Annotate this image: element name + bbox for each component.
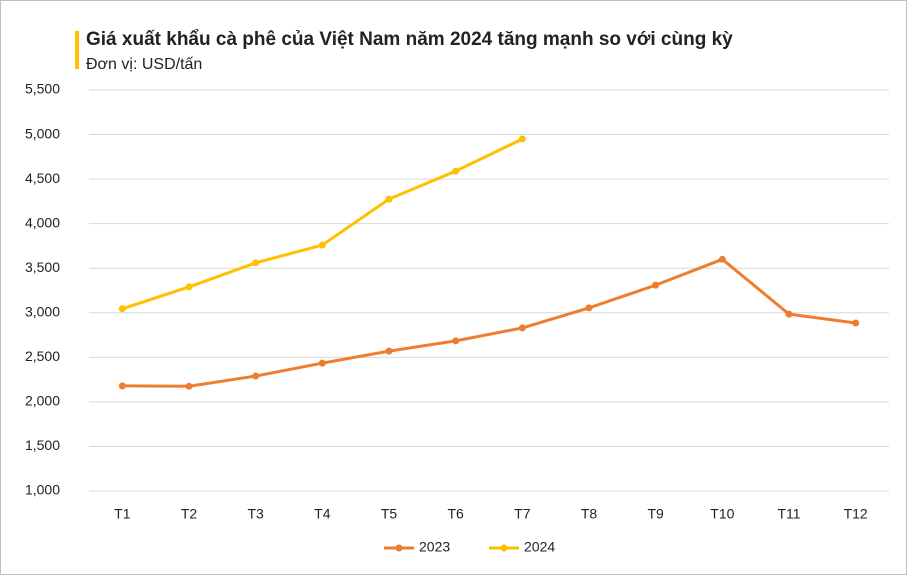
y-tick-label: 1,500 bbox=[25, 437, 60, 453]
x-tick-label: T8 bbox=[581, 506, 598, 522]
x-tick-label: T4 bbox=[314, 506, 331, 522]
data-point bbox=[318, 241, 326, 249]
x-tick-label: T3 bbox=[247, 506, 264, 522]
x-tick-label: T11 bbox=[777, 506, 800, 522]
y-tick-label: 4,000 bbox=[25, 214, 60, 230]
data-point bbox=[252, 259, 260, 267]
legend-label: 2023 bbox=[419, 539, 450, 555]
data-point bbox=[385, 195, 393, 203]
y-tick-label: 3,500 bbox=[25, 259, 60, 275]
y-tick-label: 2,000 bbox=[25, 393, 60, 409]
data-point bbox=[118, 382, 126, 390]
y-tick-label: 1,000 bbox=[25, 482, 60, 498]
y-tick-label: 5,000 bbox=[25, 125, 60, 141]
data-point bbox=[652, 281, 660, 289]
data-point bbox=[585, 304, 593, 312]
y-tick-label: 4,500 bbox=[25, 170, 60, 186]
x-tick-label: T10 bbox=[710, 506, 734, 522]
data-point bbox=[318, 359, 326, 367]
data-point bbox=[185, 283, 193, 291]
x-tick-label: T1 bbox=[114, 506, 131, 522]
x-tick-label: T6 bbox=[447, 506, 464, 522]
data-point bbox=[518, 324, 526, 332]
data-point bbox=[718, 255, 726, 263]
data-point bbox=[118, 305, 126, 313]
data-point bbox=[452, 337, 460, 345]
data-point bbox=[852, 319, 860, 327]
x-tick-label: T2 bbox=[181, 506, 198, 522]
data-point bbox=[252, 372, 260, 380]
x-tick-label: T7 bbox=[514, 506, 531, 522]
x-tick-label: T9 bbox=[647, 506, 664, 522]
x-tick-label: T5 bbox=[381, 506, 398, 522]
data-point bbox=[185, 382, 193, 390]
legend-marker bbox=[395, 544, 403, 552]
legend-label: 2024 bbox=[524, 539, 555, 555]
y-tick-label: 5,500 bbox=[25, 81, 60, 97]
legend-marker bbox=[500, 544, 508, 552]
series-line bbox=[122, 257, 856, 388]
data-point bbox=[785, 310, 793, 318]
data-point bbox=[518, 135, 526, 143]
chart-title: Giá xuất khẩu cà phê của Việt Nam năm 20… bbox=[86, 29, 733, 50]
data-point bbox=[452, 167, 460, 175]
title-accent bbox=[75, 31, 79, 69]
chart-subtitle: Đơn vị: USD/tấn bbox=[86, 56, 202, 73]
y-tick-label: 3,000 bbox=[25, 303, 60, 319]
data-point bbox=[385, 347, 393, 355]
x-tick-label: T12 bbox=[844, 506, 868, 522]
y-tick-label: 2,500 bbox=[25, 348, 60, 364]
